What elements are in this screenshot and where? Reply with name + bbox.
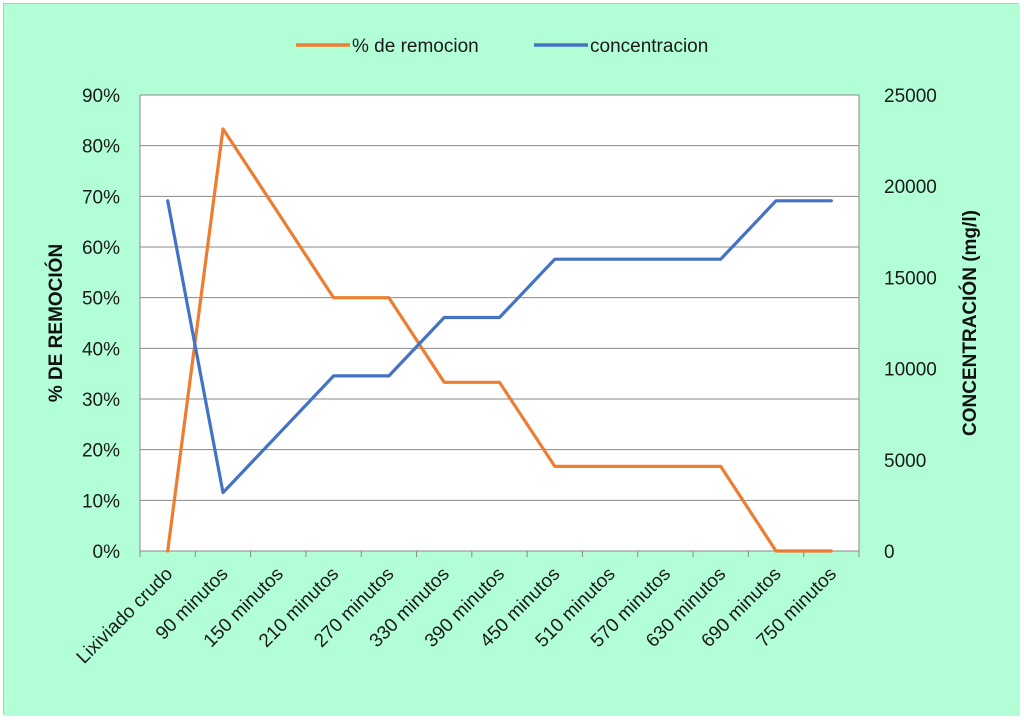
series-line-concentration <box>166 199 833 495</box>
gridlines <box>139 94 860 552</box>
left-axis-title: % DE REMOCIÓN <box>45 244 67 402</box>
right-tick-label: 15000 <box>884 268 937 289</box>
plot-area <box>140 95 859 551</box>
left-tick-label: 30% <box>82 390 120 411</box>
left-tick-label: 40% <box>82 339 120 360</box>
right-tick-label: 20000 <box>884 177 937 198</box>
right-tick-label: 10000 <box>884 360 937 381</box>
legend: % de remocion concentracion <box>296 36 708 57</box>
left-tick-label: 90% <box>82 86 120 107</box>
left-tick-label: 10% <box>82 491 120 512</box>
chart-frame: 0% 10% 20% 30% 40% 50% 60% 70% 80% 90% 0 5000 10000… <box>3 3 1020 716</box>
left-tick-label: 70% <box>82 187 120 208</box>
combo-line-chart: 0% 10% 20% 30% 40% 50% 60% 70% 80% 90% 0 5000 10000… <box>4 4 1020 716</box>
right-axis-tick-labels: 0 5000 10000 15000 20000 25000 <box>884 86 937 563</box>
legend-label-concentration: concentracion <box>590 36 708 57</box>
x-tick-marks <box>139 551 860 557</box>
right-tick-label: 25000 <box>884 86 937 107</box>
right-tick-label: 0 <box>884 542 895 563</box>
series-lines <box>166 127 833 553</box>
legend-label-removal: % de remocion <box>352 36 479 57</box>
right-tick-label: 5000 <box>884 451 926 472</box>
left-tick-label: 80% <box>82 137 120 158</box>
series-line-removal <box>166 127 833 553</box>
left-tick-label: 60% <box>82 238 120 259</box>
left-tick-label: 50% <box>82 289 120 310</box>
right-axis-title: CONCENTRACIÓN (mg/l) <box>959 210 981 436</box>
left-tick-label: 20% <box>82 441 120 462</box>
left-axis-tick-labels: 0% 10% 20% 30% 40% 50% 60% 70% 80% 90% <box>82 86 120 563</box>
left-tick-label: 0% <box>93 542 121 563</box>
